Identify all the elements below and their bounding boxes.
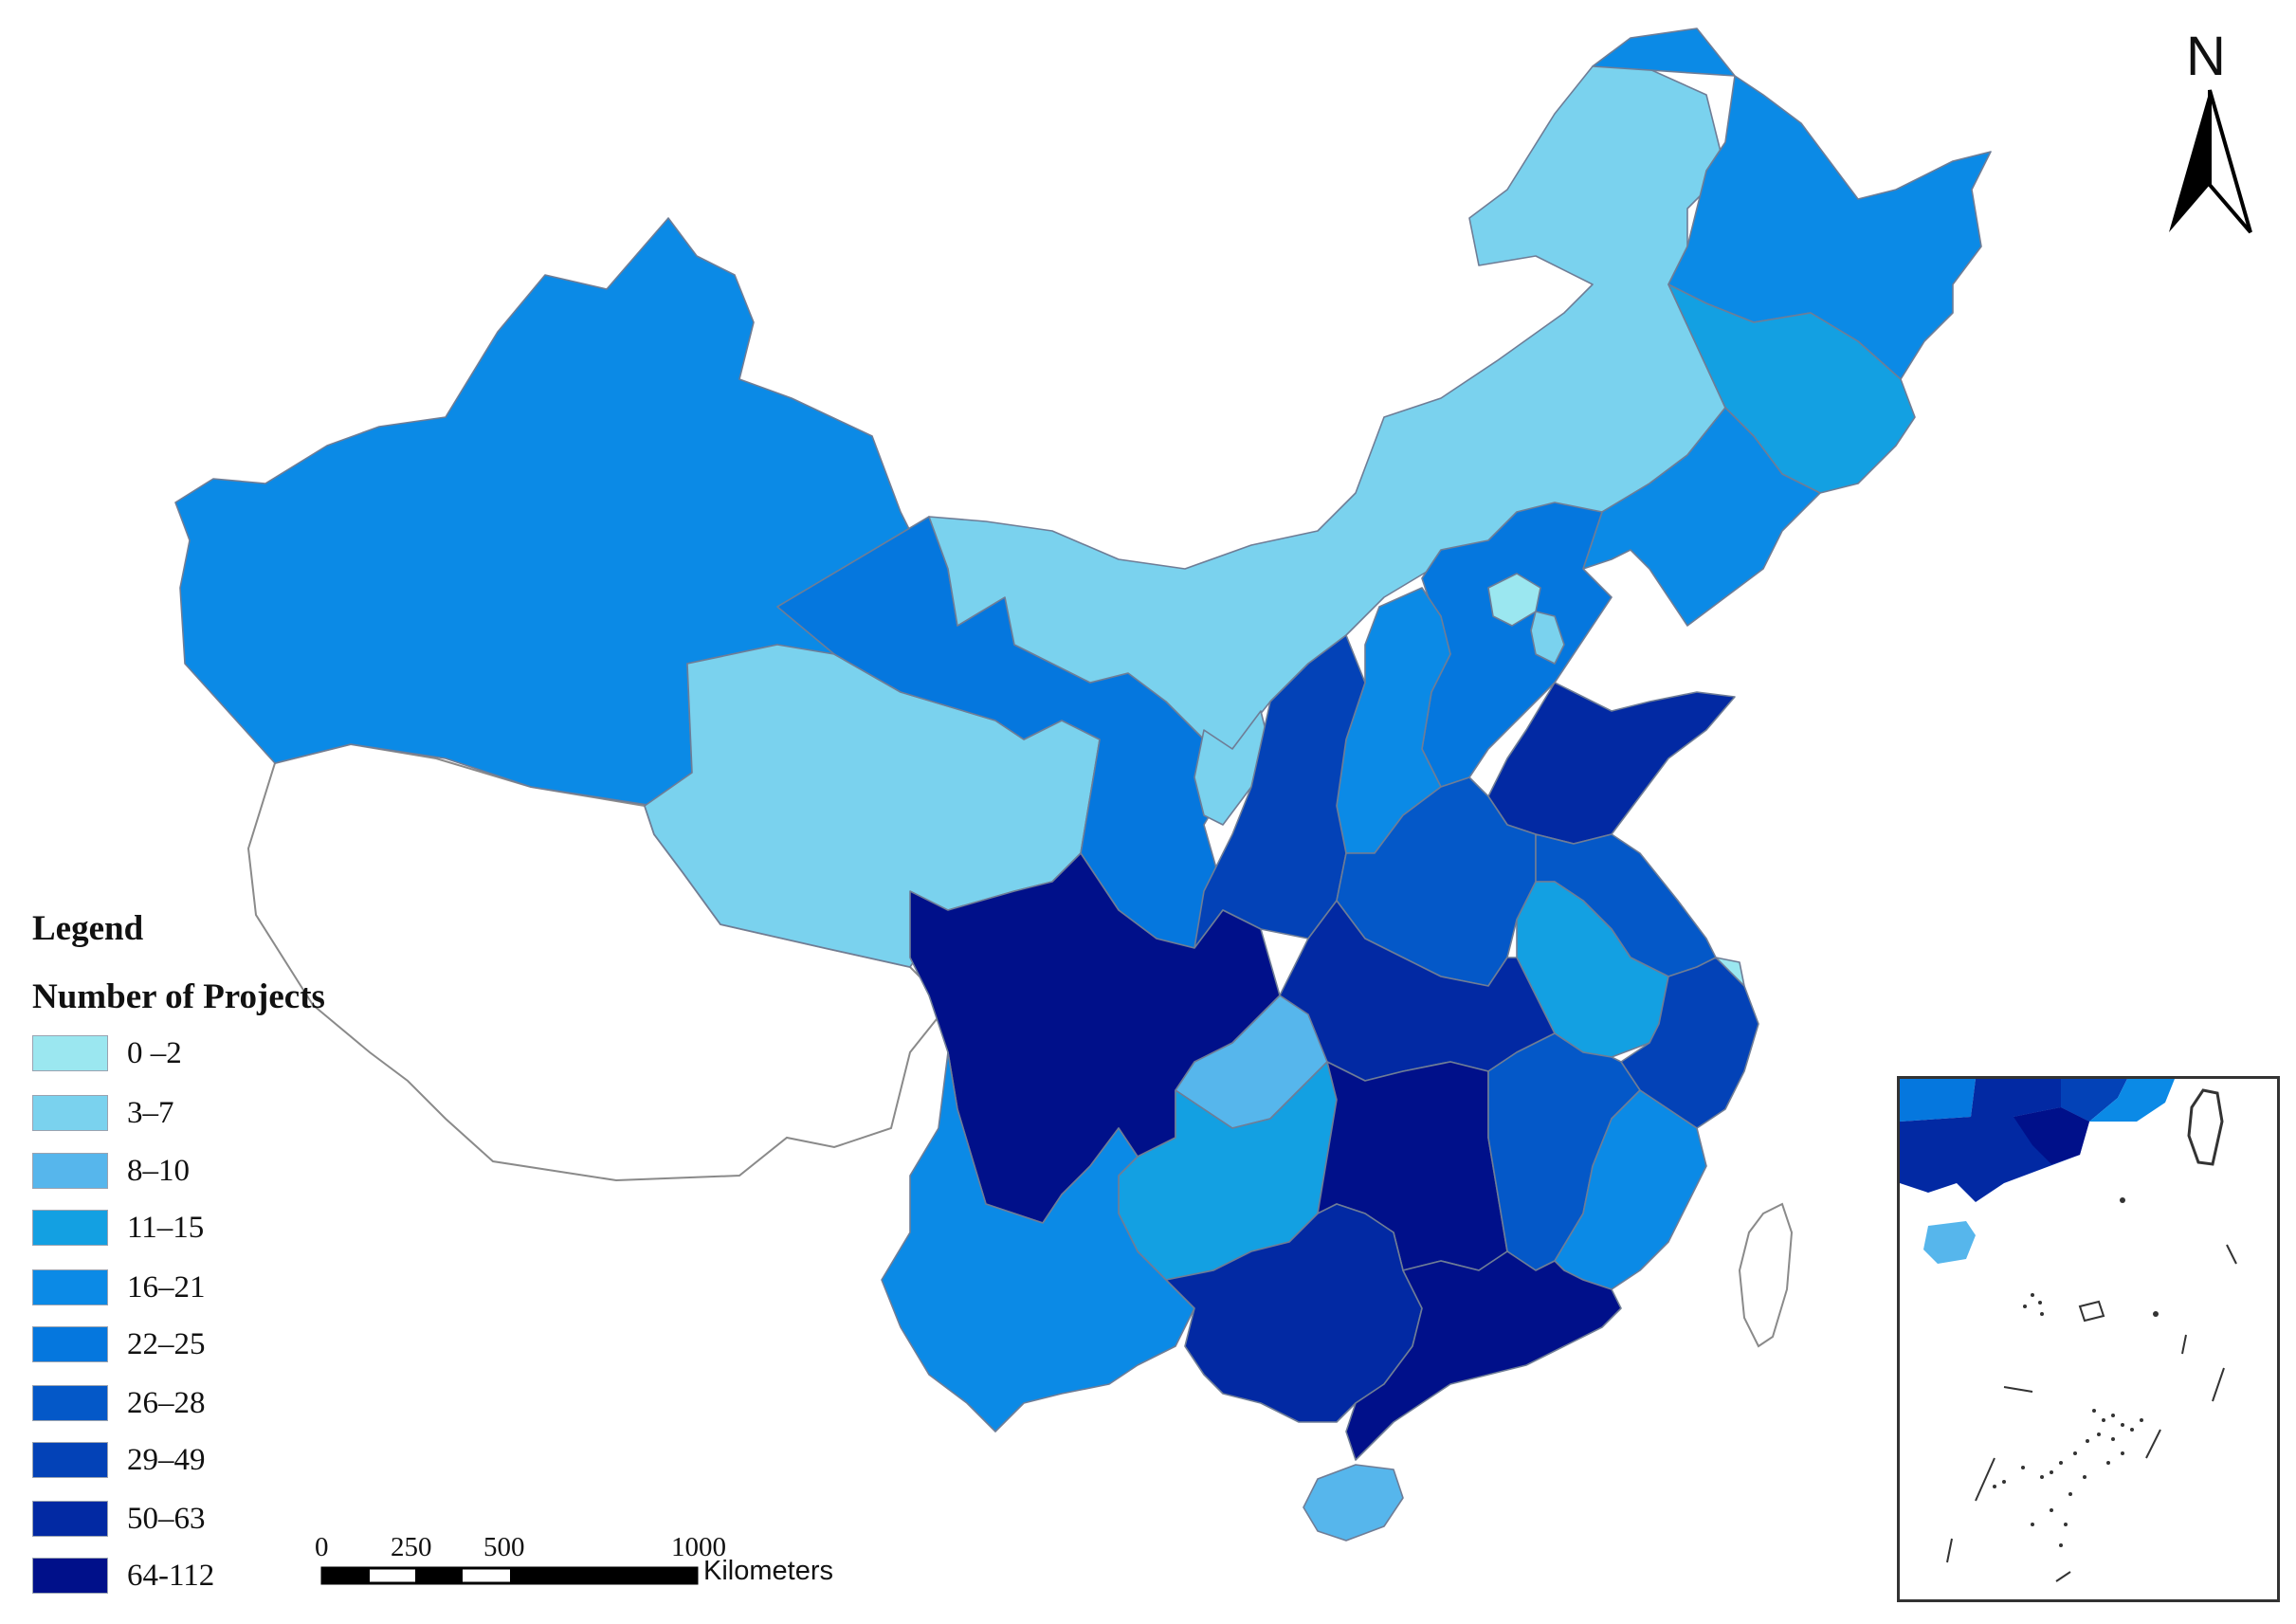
scale-tick-label: 250 (391, 1532, 432, 1562)
legend-label: 11–15 (127, 1211, 205, 1245)
scale-tick-label: 0 (315, 1532, 329, 1562)
legend-swatch (32, 1442, 108, 1478)
scale-tick-label: 1000 (671, 1532, 726, 1562)
region-yunnan (881, 1051, 1195, 1432)
legend-label: 26–28 (127, 1386, 206, 1420)
scale-bar (320, 1566, 699, 1585)
legend-item: 64-112 (32, 1558, 374, 1596)
north-label: N (2186, 26, 2226, 87)
legend-swatch (32, 1095, 108, 1131)
inset-map (1897, 1076, 2280, 1602)
region-taiwan (1738, 1202, 1794, 1348)
legend-item: 50–63 (32, 1501, 374, 1539)
legend-item: 8–10 (32, 1153, 374, 1191)
legend-label: 64-112 (127, 1559, 215, 1593)
legend-label: 16–21 (127, 1270, 206, 1305)
legend-subtitle: Number of Projects (32, 977, 325, 1016)
legend-swatch (32, 1269, 108, 1305)
scale-unit-label: Kilometers (703, 1556, 833, 1586)
legend-title: Legend (32, 909, 144, 948)
legend-swatch (32, 1558, 108, 1594)
legend-label: 22–25 (127, 1327, 206, 1361)
legend-swatch (32, 1035, 108, 1071)
region-shandong (1487, 682, 1736, 845)
region-hainan (1303, 1464, 1404, 1542)
scale-tick-label: 500 (483, 1532, 525, 1562)
legend-item: 3–7 (32, 1095, 374, 1133)
legend-swatch (32, 1210, 108, 1246)
north-arrow-icon (2169, 89, 2252, 234)
region-liaoning (1582, 407, 1821, 627)
legend-label: 50–63 (127, 1502, 206, 1536)
legend-item: 26–28 (32, 1385, 374, 1423)
legend-label: 29–49 (127, 1443, 206, 1477)
legend-label: 8–10 (127, 1154, 190, 1188)
legend-item: 22–25 (32, 1326, 374, 1364)
region-tianjin (1530, 611, 1565, 665)
legend-swatch (32, 1153, 108, 1189)
region-zhejiang (1620, 957, 1759, 1129)
legend-swatch (32, 1326, 108, 1362)
legend-item: 16–21 (32, 1269, 374, 1307)
legend-item: 11–15 (32, 1210, 374, 1248)
legend-item: 29–49 (32, 1442, 374, 1480)
legend-item: 0 –2 (32, 1035, 374, 1073)
legend-swatch (32, 1385, 108, 1421)
region-xinjiang (174, 217, 949, 807)
legend-label: 0 –2 (127, 1036, 182, 1070)
region-guangdong (1345, 1250, 1622, 1461)
region-inner-mongolia (928, 51, 1726, 750)
legend-swatch (32, 1501, 108, 1537)
legend-label: 3–7 (127, 1096, 174, 1130)
region-heilongjiang (1592, 27, 1992, 380)
